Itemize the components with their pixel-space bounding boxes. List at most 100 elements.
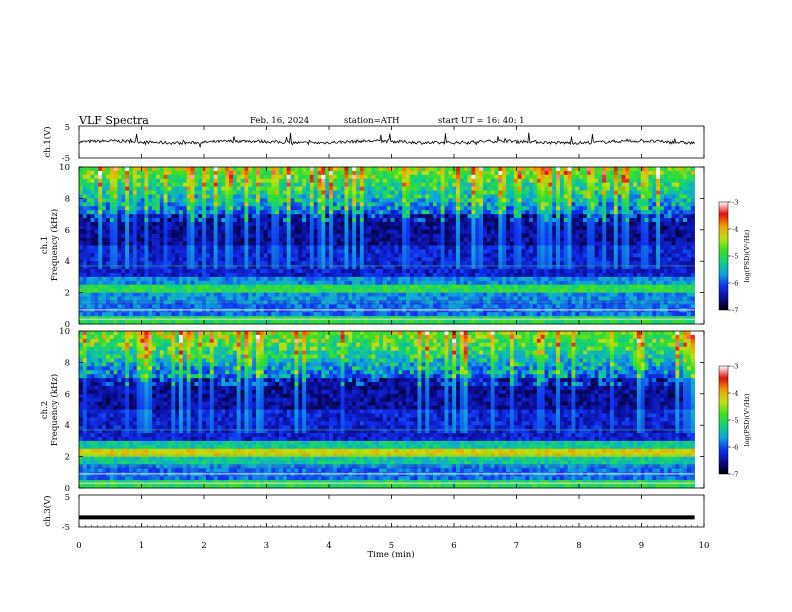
spectrogram-cell: [486, 190, 491, 195]
spectrogram-cell: [352, 257, 357, 262]
spectrogram-cell: [329, 221, 334, 227]
spectrogram-cell: [232, 190, 238, 195]
spectrogram-cell: [132, 284, 138, 289]
spectrogram-cell: [579, 276, 584, 282]
spectrogram-cell: [282, 210, 288, 215]
spectrogram-cell: [125, 174, 130, 180]
spectrogram-cell: [306, 257, 311, 262]
spectrogram-cell: [132, 225, 138, 231]
spectrogram-cell: [640, 265, 645, 270]
spectrogram-cell: [467, 253, 472, 258]
spectrogram-cell: [621, 206, 626, 211]
spectrogram-cell: [229, 229, 234, 235]
spectrogram-cell: [155, 229, 161, 235]
spectrogram-cell: [459, 261, 465, 266]
spectrogram-cell: [271, 202, 276, 207]
spectrogram-cell: [617, 269, 622, 274]
spectrogram-cell: [475, 253, 480, 258]
spectrogram-cell: [640, 218, 645, 223]
spectrogram-cell: [563, 261, 568, 266]
spectrogram-cell: [544, 202, 549, 207]
spectrogram-cell: [356, 253, 361, 258]
spectrogram-cell: [656, 237, 661, 242]
spectrogram-cell: [94, 221, 99, 227]
spectrogram-cell: [598, 269, 603, 274]
spectrogram-cell: [152, 276, 157, 282]
spectrogram-cell: [240, 214, 245, 219]
spectrogram-cell: [602, 257, 607, 262]
spectrogram-cell: [475, 272, 480, 278]
spectrogram-cell: [479, 198, 484, 203]
spectrogram-cell: [325, 174, 330, 180]
spectrogram-cell: [529, 190, 534, 195]
spectrogram-cell: [98, 237, 103, 242]
spectrogram-cell: [517, 233, 522, 238]
spectrogram-cell: [394, 280, 399, 286]
spectrogram-cell: [452, 280, 457, 286]
spectrogram-cell: [690, 190, 695, 195]
spectrogram-cell: [267, 206, 272, 211]
spectrogram-cell: [375, 178, 380, 183]
spectrogram-cell: [144, 280, 149, 286]
spectrogram-cell: [575, 186, 580, 191]
spectrogram-cell: [625, 167, 630, 172]
spectrogram-cell: [598, 276, 603, 282]
spectrogram-cell: [117, 269, 122, 274]
spectrogram-cell: [290, 284, 295, 289]
spectrogram-cell: [671, 261, 676, 266]
spectrogram-cell: [306, 174, 311, 180]
spectrogram-cell: [94, 167, 99, 172]
spectrogram-cell: [90, 167, 95, 172]
spectrogram-cell: [321, 237, 326, 242]
spectrogram-cell: [298, 249, 303, 254]
spectrogram-cell: [348, 178, 353, 183]
spectrogram-cell: [579, 186, 584, 191]
spectrogram-cell: [313, 202, 318, 207]
spectrogram-cell: [390, 174, 395, 180]
spectrogram-cell: [306, 198, 311, 203]
spectrogram-cell: [556, 186, 561, 191]
spectrogram-cell: [229, 182, 234, 187]
spectrogram-cell: [279, 170, 284, 176]
spectrogram-cell: [429, 167, 434, 172]
spectrogram-cell: [302, 280, 307, 286]
spectrogram-cell: [290, 241, 295, 246]
spectrogram-cell: [190, 206, 195, 211]
spectrogram-cell: [171, 182, 176, 187]
spectrogram-cell: [513, 174, 518, 180]
spectrogram-cell: [348, 221, 353, 227]
spectrogram-cell: [440, 194, 445, 199]
spectrogram-cell: [109, 178, 114, 183]
spectrogram-cell: [667, 261, 672, 266]
spectrogram-cell: [259, 221, 264, 227]
spectrogram-cell: [225, 237, 230, 242]
spectrogram-cell: [690, 214, 695, 219]
spectrogram-cell: [506, 237, 511, 242]
spectrogram-cell: [552, 284, 557, 289]
spectrogram-cell: [152, 237, 157, 242]
spectrogram-cell: [213, 202, 218, 207]
spectrogram-cell: [475, 174, 480, 180]
spectrogram-cell: [202, 272, 207, 278]
spectrogram-cell: [509, 276, 515, 282]
spectrogram-cell: [171, 269, 176, 274]
spectrogram-cell: [432, 241, 438, 246]
spectrogram-cell: [129, 276, 134, 282]
spectrogram-cell: [159, 269, 164, 274]
spectrogram-cell: [356, 261, 361, 266]
spectrogram-cell: [367, 170, 372, 176]
spectrogram-cell: [148, 225, 153, 231]
spectrogram-cell: [583, 233, 588, 238]
spectrogram-cell: [375, 249, 380, 254]
spectrogram-cell: [652, 233, 657, 238]
spectrogram-cell: [167, 202, 172, 207]
spectrogram-cell: [567, 186, 572, 191]
spectrogram-cell: [190, 237, 195, 242]
spectrogram-cell: [502, 245, 507, 250]
spectrogram-cell: [105, 190, 111, 195]
spectrogram-cell: [483, 253, 488, 258]
spectrogram-cell: [125, 241, 130, 246]
spectrogram-cell: [121, 229, 126, 235]
spectrogram-cell: [332, 221, 338, 227]
spectrogram-cell: [386, 182, 391, 187]
